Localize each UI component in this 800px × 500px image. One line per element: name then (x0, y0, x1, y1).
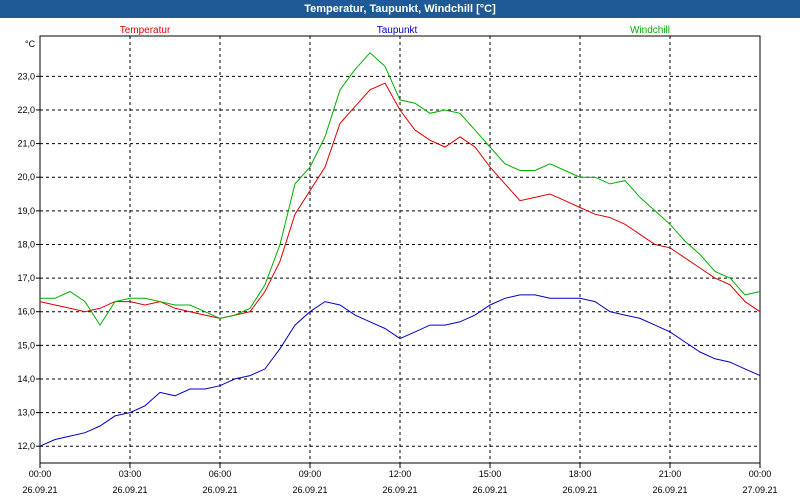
x-tick-time: 06:00 (209, 469, 232, 479)
legend-taupunkt: Taupunkt (377, 25, 418, 36)
chart-title: Temperatur, Taupunkt, Windchill [°C] (0, 0, 800, 18)
y-tick-label: 12,0 (17, 441, 35, 451)
x-tick-date: 26.09.21 (202, 485, 237, 495)
series-lines (39, 52, 761, 447)
legend-temperatur: Temperatur (120, 25, 171, 36)
x-tick-time: 03:00 (119, 469, 142, 479)
x-axis: 00:00 26.09.21 03:00 26.09.21 06:00 26.09.21 0… (22, 463, 778, 495)
x-tick-time: 18:00 (569, 469, 592, 479)
y-tick-label: 19,0 (17, 206, 35, 216)
y-tick-label: 23,0 (17, 71, 35, 81)
x-tick-date: 26.09.21 (472, 485, 507, 495)
x-tick-date: 26.09.21 (22, 485, 57, 495)
x-tick-date: 26.09.21 (292, 485, 327, 495)
y-tick-label: 20,0 (17, 172, 35, 182)
x-tick-time: 00:00 (29, 469, 52, 479)
y-axis-label: °C (25, 39, 36, 49)
x-tick-time: 21:00 (659, 469, 682, 479)
legend: Temperatur Taupunkt Windchill (120, 25, 670, 36)
x-tick-date: 26.09.21 (652, 485, 687, 495)
x-tick-date: 27.09.21 (742, 485, 777, 495)
x-tick-time: 12:00 (389, 469, 412, 479)
y-tick-label: 16,0 (17, 307, 35, 317)
series-line-windchill (40, 52, 761, 327)
y-tick-label: 13,0 (17, 408, 35, 418)
x-tick-time: 15:00 (479, 469, 502, 479)
x-tick-time: 09:00 (299, 469, 322, 479)
legend-windchill: Windchill (630, 25, 670, 36)
series-line-taupunkt (39, 294, 761, 447)
y-axis: 12,0 13,0 14,0 15,0 16,0 17,0 18,0 19,0 20,0 21,0… (17, 71, 40, 451)
grid (40, 36, 760, 463)
y-tick-label: 15,0 (17, 340, 35, 350)
y-tick-label: 14,0 (17, 374, 35, 384)
x-tick-date: 26.09.21 (562, 485, 597, 495)
y-tick-label: 17,0 (17, 273, 35, 283)
x-tick-date: 26.09.21 (382, 485, 417, 495)
y-tick-label: 22,0 (17, 105, 35, 115)
x-tick-time: 00:00 (749, 469, 772, 479)
y-tick-label: 18,0 (17, 239, 35, 249)
x-tick-date: 26.09.21 (112, 485, 147, 495)
y-tick-label: 21,0 (17, 139, 35, 149)
